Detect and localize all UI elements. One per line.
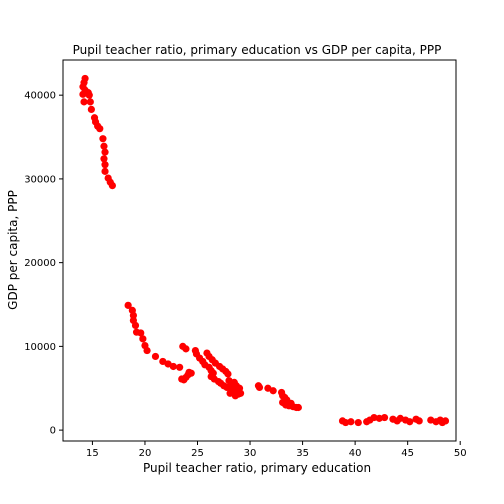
data-point (235, 384, 244, 392)
data-point (294, 403, 302, 412)
data-point (86, 98, 94, 106)
data-point (151, 352, 160, 361)
y-tick-label: 20000 (24, 258, 56, 269)
data-point (143, 346, 151, 355)
data-point (85, 91, 93, 99)
data-point (182, 345, 190, 353)
y-tick-label: 0 (50, 426, 56, 437)
chart-title: Pupil teacher ratio, primary education v… (73, 43, 442, 57)
data-point (131, 321, 140, 330)
data-points (79, 74, 450, 427)
data-point (100, 142, 108, 150)
x-tick-label: 25 (191, 448, 204, 459)
data-point (234, 390, 243, 398)
x-axis-label: Pupil teacher ratio, primary education (143, 461, 371, 475)
x-tick-label: 15 (86, 448, 99, 459)
x-tick-label: 20 (139, 448, 152, 459)
y-tick-label: 40000 (24, 91, 56, 102)
data-point (99, 135, 107, 143)
data-point (415, 417, 423, 425)
data-point (224, 370, 232, 378)
x-tick-label: 50 (454, 448, 467, 459)
x-tick-label: 35 (296, 448, 309, 459)
x-tick-label: 30 (244, 448, 257, 459)
data-point (406, 418, 414, 426)
data-point (169, 362, 177, 371)
data-point (124, 301, 132, 309)
data-point (287, 399, 295, 407)
data-point (96, 125, 104, 133)
y-tick-label: 30000 (24, 174, 56, 185)
data-point (139, 335, 147, 343)
data-point (185, 368, 193, 376)
y-axis: 0 10000 20000 30000 40000 (24, 91, 63, 437)
data-point (101, 148, 109, 156)
x-tick-label: 45 (401, 448, 414, 459)
data-point (269, 387, 277, 395)
data-point (87, 105, 95, 114)
y-axis-label: GDP per capita, PPP (6, 190, 20, 310)
data-point (354, 418, 362, 427)
data-point (347, 418, 355, 426)
x-axis: 15 20 25 30 35 40 45 50 (86, 441, 467, 459)
data-point (441, 417, 450, 425)
x-tick-label: 40 (349, 448, 362, 459)
data-point (380, 413, 389, 422)
data-point (255, 383, 264, 392)
data-point (176, 363, 184, 371)
data-point (129, 311, 138, 319)
y-tick-label: 10000 (24, 342, 56, 353)
data-point (100, 155, 108, 163)
data-point (101, 167, 109, 175)
data-point (80, 98, 88, 106)
plot-area-frame (62, 59, 457, 442)
data-point (137, 329, 145, 337)
data-point (101, 161, 109, 169)
data-point (108, 182, 116, 190)
